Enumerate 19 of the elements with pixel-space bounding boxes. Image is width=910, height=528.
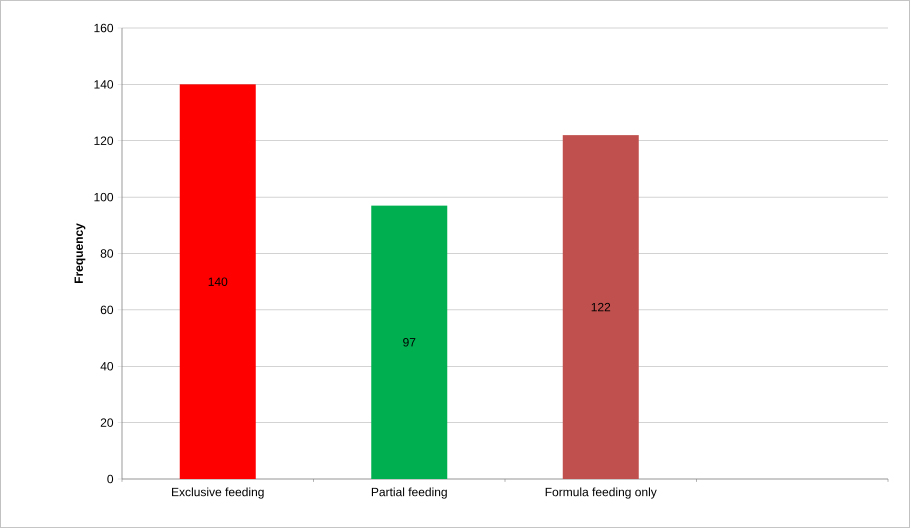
y-tick-label: 60	[100, 306, 114, 314]
y-tick-label: 100	[94, 192, 114, 202]
data-label: 122	[592, 302, 610, 312]
bar	[562, 135, 639, 479]
y-tick-label: 20	[100, 418, 114, 427]
data-label: 140	[208, 277, 228, 286]
data-label: 97	[403, 338, 416, 347]
y-tick-label: 80	[100, 249, 114, 258]
bar	[371, 206, 448, 479]
x-tick-label: Formula feeding only	[546, 487, 657, 499]
bar	[180, 84, 256, 479]
y-tick-label: 120	[94, 136, 114, 145]
x-tick-label: Partial feeding	[372, 487, 447, 499]
x-tick-label: Exclusive feeding	[172, 487, 264, 499]
y-axis-title: Frequency	[74, 223, 86, 284]
y-tick-label: 140	[94, 80, 114, 89]
y-tick-label: 0	[107, 474, 114, 484]
y-tick-label: 160	[94, 24, 114, 32]
y-tick-label: 40	[100, 362, 114, 371]
